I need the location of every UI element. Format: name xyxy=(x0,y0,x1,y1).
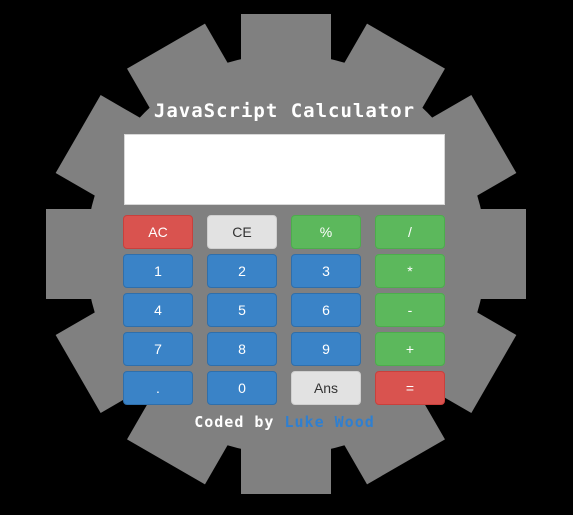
multiply-button[interactable]: * xyxy=(375,254,445,288)
author-link[interactable]: Luke Wood xyxy=(284,413,375,431)
gear-tooth xyxy=(241,14,331,74)
decimal-button[interactable]: . xyxy=(123,371,193,405)
digit-9-button[interactable]: 9 xyxy=(291,332,361,366)
digit-4-button[interactable]: 4 xyxy=(123,293,193,327)
gear-tooth xyxy=(337,23,445,121)
ac-button[interactable]: AC xyxy=(123,215,193,249)
digit-8-button[interactable]: 8 xyxy=(207,332,277,366)
ce-button[interactable]: CE xyxy=(207,215,277,249)
digit-2-button[interactable]: 2 xyxy=(207,254,277,288)
app-title: JavaScript Calculator xyxy=(153,100,416,122)
digit-3-button[interactable]: 3 xyxy=(291,254,361,288)
footer-credit: Coded by Luke Wood xyxy=(113,413,456,431)
divide-button[interactable]: / xyxy=(375,215,445,249)
credit-prefix: Coded by xyxy=(194,413,275,431)
digit-7-button[interactable]: 7 xyxy=(123,332,193,366)
percent-button[interactable]: % xyxy=(291,215,361,249)
digit-5-button[interactable]: 5 xyxy=(207,293,277,327)
equals-button[interactable]: = xyxy=(375,371,445,405)
gear-tooth xyxy=(337,387,445,485)
gear-tooth xyxy=(127,23,235,121)
digit-6-button[interactable]: 6 xyxy=(291,293,361,327)
digit-0-button[interactable]: 0 xyxy=(207,371,277,405)
gear-tooth xyxy=(127,387,235,485)
ans-button[interactable]: Ans xyxy=(291,371,361,405)
gear-tooth xyxy=(55,95,153,203)
gear-tooth xyxy=(466,209,526,299)
subtract-button[interactable]: - xyxy=(375,293,445,327)
gear-tooth xyxy=(419,95,517,203)
add-button[interactable]: + xyxy=(375,332,445,366)
gear-tooth xyxy=(46,209,106,299)
gear-tooth xyxy=(241,434,331,494)
digit-1-button[interactable]: 1 xyxy=(123,254,193,288)
calculator-display xyxy=(124,134,445,205)
